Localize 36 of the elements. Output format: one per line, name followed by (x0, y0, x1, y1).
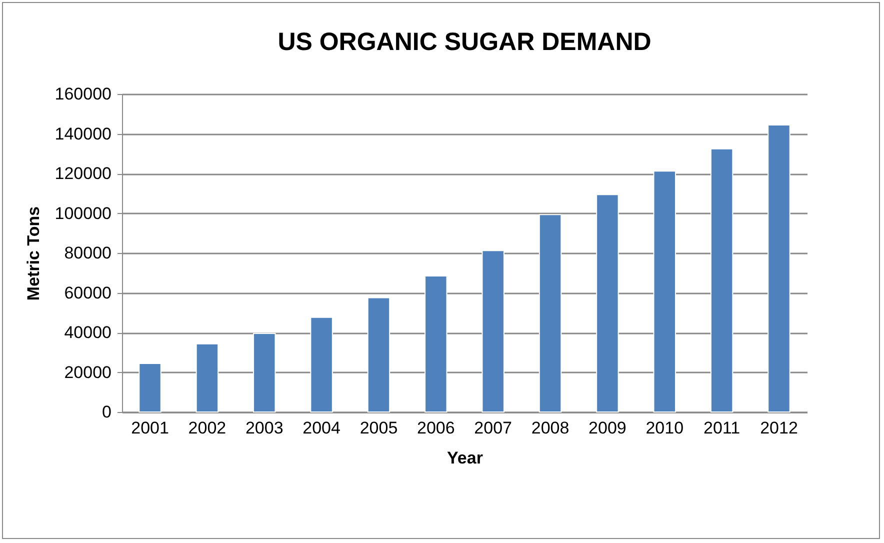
bar (710, 148, 734, 412)
x-tick-label: 2005 (360, 418, 398, 438)
x-tick-label: 2002 (188, 418, 226, 438)
y-tick-label: 40000 (64, 323, 112, 342)
y-tick-label: 20000 (64, 362, 112, 382)
x-tick-label: 2006 (416, 418, 455, 438)
y-axis-title: Metric Tons (24, 206, 43, 301)
x-tick-label: 2003 (245, 418, 284, 438)
y-tick-label: 100000 (54, 204, 112, 223)
y-tick-label: 60000 (64, 283, 112, 302)
bar (538, 214, 562, 412)
x-tick-label: 2007 (474, 418, 512, 438)
bar (253, 332, 276, 412)
x-tick-label: 2008 (531, 418, 570, 438)
bar (653, 170, 676, 412)
bar (310, 316, 333, 412)
bar (196, 343, 219, 412)
y-tick-label: 120000 (54, 164, 112, 183)
bar (424, 276, 448, 412)
bar (367, 297, 390, 412)
y-tick-label: 0 (102, 402, 112, 422)
bar (768, 124, 790, 412)
bar (138, 363, 162, 412)
bar (596, 194, 619, 412)
bar (482, 250, 504, 412)
x-tick-label: 2009 (588, 418, 626, 438)
x-tick-label: 2004 (302, 418, 340, 438)
x-tick-label: 2001 (131, 418, 169, 438)
chart-title: US ORGANIC SUGAR DEMAND (278, 28, 652, 56)
x-tick-label: 2010 (646, 418, 684, 438)
y-tick-label: 160000 (54, 84, 112, 104)
x-axis-title: Year (447, 448, 484, 468)
x-tick-label: 2011 (704, 418, 740, 438)
x-tick-label: 2012 (760, 418, 798, 438)
y-tick-label: 80000 (64, 244, 112, 262)
y-tick-label: 140000 (54, 124, 112, 144)
